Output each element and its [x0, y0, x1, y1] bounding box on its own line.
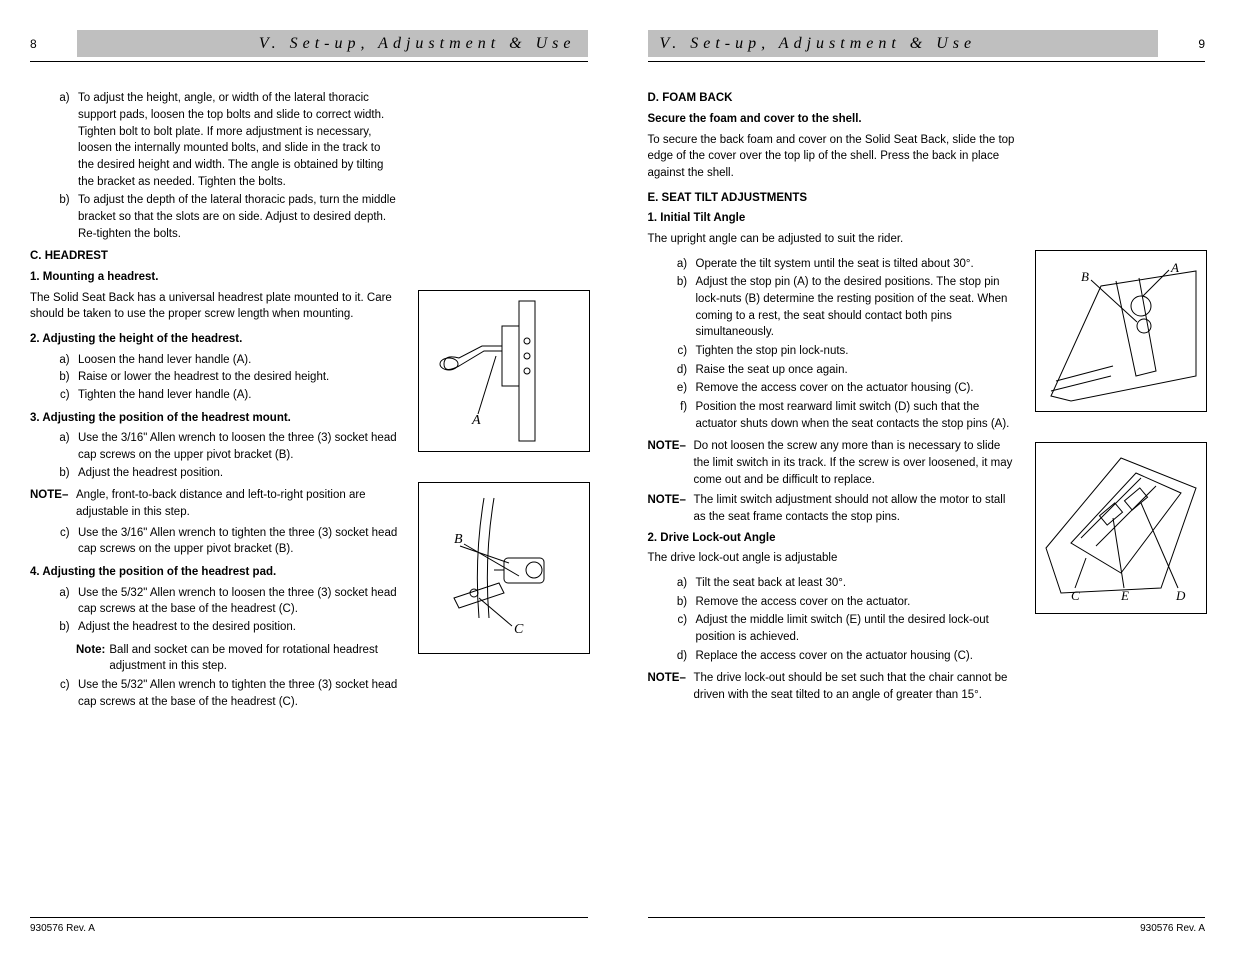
figure-cde-actuator: C E D [1035, 442, 1207, 614]
body-e1: The upright angle can be adjusted to sui… [648, 231, 1016, 248]
list-c4b: Use the 5/32" Allen wrench to tighten th… [30, 677, 398, 710]
lever-illustration-icon: A [424, 296, 584, 446]
list-e2: Tilt the seat back at least 30°. Remove … [648, 575, 1016, 664]
note-e1-2: NOTE– The limit switch adjustment should… [648, 492, 1016, 525]
c4-c: Use the 5/32" Allen wrench to tighten th… [76, 677, 398, 710]
c4-subnote-label: Note: [76, 642, 105, 675]
svg-text:D: D [1175, 588, 1186, 603]
svg-text:B: B [1081, 269, 1089, 284]
page-left: 8 V. Set-up, Adjustment & Use To adjust … [0, 30, 618, 954]
note-e1-1: NOTE– Do not loosen the screw any more t… [648, 438, 1016, 488]
figure-column-left: A B [418, 90, 588, 716]
note-label-1: NOTE– [648, 438, 694, 488]
stoppin-illustration-icon: A B [1041, 256, 1201, 406]
c2-a: Loosen the hand lever handle (A). [76, 352, 398, 369]
section-title-left: V. Set-up, Adjustment & Use [77, 30, 588, 57]
text-column-left: To adjust the height, angle, or width of… [30, 90, 398, 716]
note-c3: NOTE– Angle, front-to-back distance and … [30, 487, 398, 520]
heading-d: D. FOAM BACK [648, 90, 1016, 107]
e1-e: Remove the access cover on the actuator … [694, 380, 1016, 397]
page-header-left: 8 V. Set-up, Adjustment & Use [30, 30, 588, 62]
e2-b: Remove the access cover on the actuator. [694, 594, 1016, 611]
c4-subnote-body: Ball and socket can be moved for rotatio… [109, 642, 397, 675]
svg-text:C: C [1071, 588, 1080, 603]
pivot-illustration-icon: B C [424, 488, 584, 648]
figure-ab-stoppin: A B [1035, 250, 1207, 412]
body-columns-left: To adjust the height, angle, or width of… [30, 90, 588, 716]
e2-a: Tilt the seat back at least 30°. [694, 575, 1016, 592]
footer-left: 930576 Rev. A [30, 917, 588, 937]
actuator-illustration-icon: C E D [1041, 448, 1201, 608]
body-d: To secure the back foam and cover on the… [648, 132, 1016, 182]
note-body-3: The drive lock-out should be set such th… [694, 670, 1016, 703]
e1-f: Position the most rearward limit switch … [694, 399, 1016, 432]
page-right: V. Set-up, Adjustment & Use 9 D. FOAM BA… [618, 30, 1235, 954]
intro-list: To adjust the height, angle, or width of… [30, 90, 398, 242]
subheading-d: Secure the foam and cover to the shell. [648, 111, 1016, 128]
figure-a-lever: A [418, 290, 590, 452]
e2-d: Replace the access cover on the actuator… [694, 648, 1016, 665]
intro-item-b: To adjust the depth of the lateral thora… [76, 192, 398, 242]
note-label-3: NOTE– [648, 670, 694, 703]
list-c4a: Use the 5/32" Allen wrench to loosen the… [30, 585, 398, 636]
svg-text:A: A [471, 413, 481, 428]
page-number-left: 8 [30, 36, 37, 53]
c3-a: Use the 3/16" Allen wrench to loosen the… [76, 430, 398, 463]
figure-column-right: A B [1035, 90, 1205, 708]
list-e1: Operate the tilt system until the seat i… [648, 256, 1016, 433]
heading-c2: 2. Adjusting the height of the headrest. [30, 331, 398, 348]
svg-text:A: A [1170, 260, 1179, 275]
e1-c: Tighten the stop pin lock-nuts. [694, 343, 1016, 360]
heading-e2: 2. Drive Lock-out Angle [648, 530, 1016, 547]
e1-d: Raise the seat up once again. [694, 362, 1016, 379]
body-columns-right: D. FOAM BACK Secure the foam and cover t… [648, 90, 1206, 708]
footer-right: 930576 Rev. A [648, 917, 1206, 937]
text-column-right: D. FOAM BACK Secure the foam and cover t… [648, 90, 1016, 708]
figure-bc-pivot: B C [418, 482, 590, 654]
page-header-right: V. Set-up, Adjustment & Use 9 [648, 30, 1206, 62]
list-c3a: Use the 3/16" Allen wrench to loosen the… [30, 430, 398, 481]
note-body: Angle, front-to-back distance and left-t… [76, 487, 398, 520]
note-label-2: NOTE– [648, 492, 694, 525]
page-spread: 8 V. Set-up, Adjustment & Use To adjust … [0, 0, 1235, 954]
note-label: NOTE– [30, 487, 76, 520]
svg-text:E: E [1120, 588, 1129, 603]
heading-c: C. HEADREST [30, 248, 398, 265]
heading-c1: 1. Mounting a headrest. [30, 269, 398, 286]
body-c1: The Solid Seat Back has a universal head… [30, 290, 398, 323]
note-body-1: Do not loosen the screw any more than is… [694, 438, 1016, 488]
c4-a: Use the 5/32" Allen wrench to loosen the… [76, 585, 398, 618]
page-number-right: 9 [1198, 36, 1205, 53]
list-c3b: Use the 3/16" Allen wrench to tighten th… [30, 525, 398, 558]
c4-subnote-block: Note: Ball and socket can be moved for r… [30, 642, 398, 675]
e2-c: Adjust the middle limit switch (E) until… [694, 612, 1016, 645]
e1-a: Operate the tilt system until the seat i… [694, 256, 1016, 273]
heading-e: E. SEAT TILT ADJUSTMENTS [648, 190, 1016, 207]
c3-c: Use the 3/16" Allen wrench to tighten th… [76, 525, 398, 558]
c4-b: Adjust the headrest to the desired posit… [76, 619, 398, 636]
heading-c4: 4. Adjusting the position of the headres… [30, 564, 398, 581]
e1-b: Adjust the stop pin (A) to the desired p… [694, 274, 1016, 341]
c2-c: Tighten the hand lever handle (A). [76, 387, 398, 404]
svg-text:C: C [514, 622, 524, 637]
heading-c3: 3. Adjusting the position of the headres… [30, 410, 398, 427]
c2-b: Raise or lower the headrest to the desir… [76, 369, 398, 386]
c3-b: Adjust the headrest position. [76, 465, 398, 482]
svg-text:B: B [454, 532, 463, 547]
section-title-right: V. Set-up, Adjustment & Use [648, 30, 1159, 57]
note-body-2: The limit switch adjustment should not a… [694, 492, 1016, 525]
heading-e1: 1. Initial Tilt Angle [648, 210, 1016, 227]
note-e2: NOTE– The drive lock-out should be set s… [648, 670, 1016, 703]
body-e2: The drive lock-out angle is adjustable [648, 550, 1016, 567]
list-c2: Loosen the hand lever handle (A). Raise … [30, 352, 398, 404]
intro-item-a: To adjust the height, angle, or width of… [76, 90, 398, 190]
